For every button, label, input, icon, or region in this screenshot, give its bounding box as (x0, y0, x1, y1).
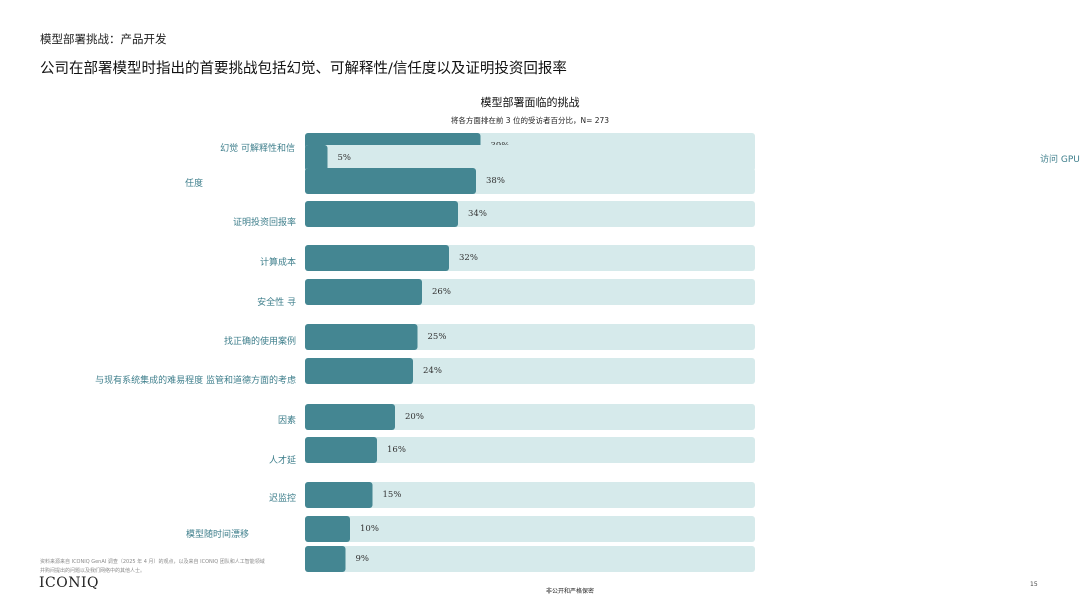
bar-track (305, 546, 755, 572)
side-note: 访问 GPU (1040, 155, 1080, 165)
page-headline: 公司在部署模型时指出的首要挑战包括幻觉、可解释性/信任度以及证明投资回报率 (40, 61, 567, 77)
bar-track (305, 482, 755, 508)
bar (305, 279, 422, 305)
bar-track (305, 437, 755, 463)
bar-value-label: 34% (468, 209, 487, 219)
confidential-label: 非公开和严格保密 (545, 588, 594, 595)
bar-track (305, 516, 755, 542)
bar (305, 358, 413, 384)
bar (305, 437, 377, 463)
iconiq-logo: ICONIQ (39, 575, 99, 591)
bar-value-label: 15% (383, 490, 402, 500)
category-label: 任度 (185, 177, 203, 189)
bar-value-label: 20% (405, 412, 424, 422)
bar-value-label: 38% (486, 176, 505, 186)
category-label: 幻觉 可解释性和信 (220, 142, 295, 154)
chart-subtitle: 将各方面排在前 3 位的受访者百分比，N= 273 (450, 116, 610, 125)
footnote-line-1: 资料来源来自 ICONIQ GenAI 调查（2025 年 4 月）的观点，以及… (40, 559, 265, 565)
bar (305, 245, 449, 271)
bar-track (305, 404, 755, 430)
page-number: 15 (1030, 581, 1038, 588)
category-label: 安全性 寻 (257, 296, 296, 308)
category-label: 证明投资回报率 (233, 216, 296, 228)
bar-value-label: 16% (387, 445, 406, 455)
bar-value-label: 9% (356, 554, 370, 564)
bar-value-label: 25% (428, 332, 447, 342)
category-label: 因素 (278, 414, 296, 426)
footnote-line-2: 并购间提出的问题以及我们网络中的其他人士。 (40, 568, 146, 574)
bar (305, 482, 373, 508)
bar-track (305, 358, 755, 384)
bar-value-label: 5% (338, 153, 352, 163)
category-label: 模型随时间漂移 (186, 528, 249, 540)
category-label: 与现有系统集成的难易程度 监管和道德方面的考虑 (95, 374, 296, 386)
bar-value-label: 24% (423, 366, 442, 376)
chart-title: 模型部署面临的挑战 (480, 96, 580, 109)
bar (305, 168, 476, 194)
bar (305, 546, 346, 572)
bar (305, 324, 418, 350)
category-label: 人才延 (269, 454, 296, 466)
section-label: 模型部署挑战：产品开发 (40, 32, 167, 46)
category-label: 迟监控 (269, 492, 296, 504)
bar (305, 145, 328, 171)
category-label: 找正确的使用案例 (224, 335, 296, 347)
bar (305, 201, 458, 227)
bar-value-label: 32% (459, 253, 478, 263)
category-label: 计算成本 (260, 256, 296, 268)
bar (305, 516, 350, 542)
bar-track (305, 145, 755, 171)
bar (305, 404, 395, 430)
bar-value-label: 10% (360, 524, 379, 534)
bar-value-label: 26% (432, 287, 451, 297)
